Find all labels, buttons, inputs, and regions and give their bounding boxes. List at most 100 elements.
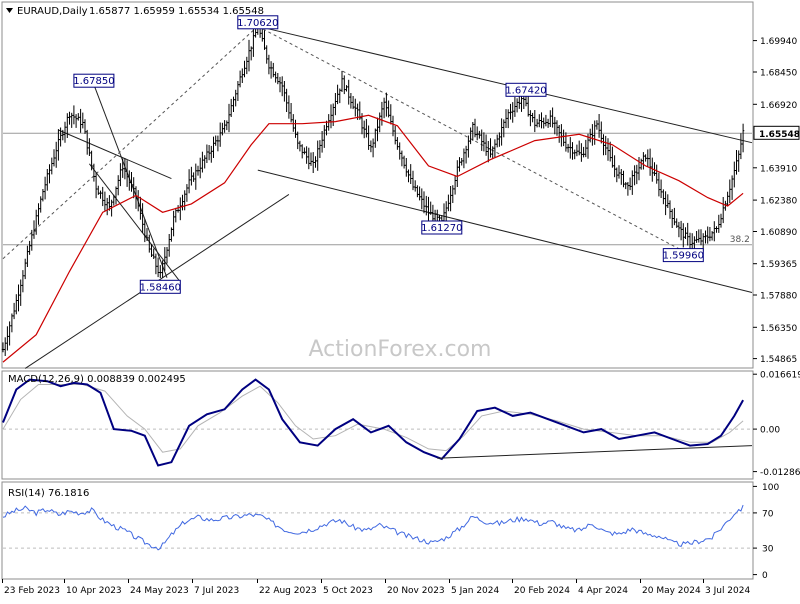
time-tick-label-10: 20 May 2024 (642, 586, 701, 596)
price-bar (269, 61, 273, 79)
price-bar (724, 200, 727, 211)
price-bar (409, 164, 412, 184)
time-tick-label-2: 24 May 2023 (130, 586, 189, 596)
price-label-5: 1.58460 (140, 279, 181, 294)
svg-text:1.59960: 1.59960 (663, 251, 704, 262)
price-bar (187, 169, 191, 194)
price-bar (336, 84, 339, 105)
chart-header: EURAUD,Daily 1.65877 1.65959 1.65534 1.6… (6, 6, 264, 17)
price-tick-label-5: 1.60890 (760, 228, 797, 238)
time-tick-label-5: 5 Oct 2023 (323, 586, 373, 596)
price-tick-label-0: 1.69940 (760, 37, 797, 47)
time-tick-label-4: 22 Aug 2023 (259, 586, 317, 596)
price-bar (216, 135, 220, 152)
time-tick-label-7: 5 Jan 2024 (451, 586, 499, 596)
price-bar (478, 130, 481, 139)
price-bar (402, 155, 406, 169)
price-bar (285, 88, 288, 112)
price-bar (673, 207, 676, 226)
price-bar (174, 207, 177, 223)
price-bar (631, 170, 634, 195)
price-bar (611, 146, 614, 168)
price-bar (320, 131, 324, 153)
price-bar (484, 134, 488, 156)
price-bar (396, 137, 399, 150)
svg-text:1.67420: 1.67420 (505, 85, 546, 96)
price-bar (564, 132, 568, 152)
time-tick-label-1: 10 Apr 2023 (66, 586, 122, 596)
trend-line-5 (58, 129, 172, 180)
price-bar (529, 110, 532, 127)
price-bar (451, 185, 454, 203)
price-bar (591, 124, 594, 146)
price-bar (159, 265, 162, 278)
price-bar (103, 191, 107, 211)
price-bar (8, 321, 11, 346)
rsi-tick-label-2: 30 (762, 545, 774, 555)
time-tick-label-6: 20 Nov 2023 (387, 586, 445, 596)
trend-line-0 (257, 25, 753, 144)
price-bar (230, 98, 233, 117)
price-tick-label-8: 1.56350 (760, 324, 797, 334)
price-bar (35, 209, 38, 235)
fib-annotation-0: 38.2 (730, 235, 750, 245)
time-tick-label-9: 4 Apr 2024 (578, 586, 628, 596)
rsi-panel-frame (1, 481, 754, 580)
price-bar (63, 121, 67, 143)
price-bar (728, 179, 731, 203)
menu-triangle-icon[interactable] (6, 8, 13, 13)
time-tick-label-11: 3 Jul 2024 (705, 586, 750, 596)
price-bar (626, 182, 630, 196)
price-bar (422, 191, 426, 214)
price-axis: 1.69940 1.68450 1.66920 1.63910 1.62380 1.608… (753, 37, 800, 365)
macd-signal-line (2, 384, 744, 453)
price-bar (469, 127, 472, 145)
price-bar (57, 129, 60, 161)
macd-tick-label-1: 0.00 (760, 426, 780, 436)
price-bar (119, 163, 122, 187)
price-bar (312, 152, 315, 173)
price-label-4: 1.59960 (663, 248, 704, 263)
price-bar (354, 98, 357, 117)
price-bar (201, 151, 204, 173)
macd-layer (2, 378, 753, 467)
price-bar (1, 342, 5, 353)
price-bar (272, 62, 275, 78)
price-bar (580, 143, 583, 162)
last-price-label: 1.65548 (759, 130, 800, 140)
price-tick-label-6: 1.59365 (760, 260, 797, 270)
price-bar (340, 70, 344, 92)
price-bar (741, 123, 745, 153)
svg-text:1.58460: 1.58460 (140, 282, 181, 293)
time-axis: 23 Feb 2023 10 Apr 2023 24 May 2023 7 Jul 2… (2, 579, 750, 596)
price-bar (132, 177, 135, 199)
price-bar (449, 186, 452, 212)
price-bar (351, 96, 355, 110)
price-bar (677, 221, 681, 238)
price-bar (387, 100, 390, 118)
price-bar (433, 209, 437, 222)
price-bar (604, 135, 607, 156)
time-tick-label-0: 23 Feb 2023 (4, 586, 60, 596)
macd-axis: 0.016619 0.00 -0.012864 (753, 371, 800, 478)
price-label-0: 1.70620 (237, 15, 278, 30)
price-bar (289, 103, 293, 123)
price-bar (513, 97, 517, 117)
time-tick-label-3: 7 Jul 2023 (194, 586, 239, 596)
svg-text:1.70620: 1.70620 (237, 18, 278, 29)
price-label-1: 1.67850 (73, 73, 115, 88)
price-bar (90, 150, 93, 171)
macd-legend: MACD(12,26,9) 0.008839 0.002495 (8, 374, 186, 385)
price-bar (617, 165, 621, 179)
price-bar (662, 189, 665, 205)
rsi-line (2, 504, 744, 551)
rsi-legend: RSI(14) 76.1816 (8, 488, 89, 499)
macd-tick-label-0: 0.016619 (760, 371, 800, 381)
svg-text:1.61270: 1.61270 (421, 223, 462, 234)
price-tick-label-2: 1.66920 (760, 101, 797, 111)
price-bar (544, 114, 548, 127)
price-bar (686, 222, 689, 246)
svg-text:1.67850: 1.67850 (73, 76, 114, 87)
